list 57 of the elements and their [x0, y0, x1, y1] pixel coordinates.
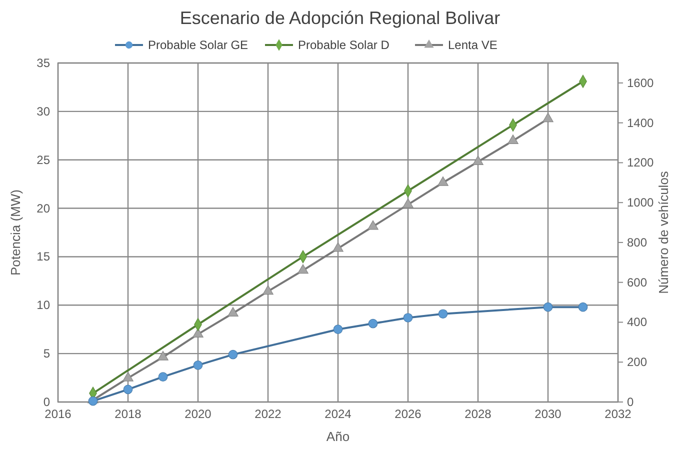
- y2-tick-label: 1600: [627, 76, 654, 90]
- point: [228, 307, 238, 317]
- point: [438, 176, 448, 186]
- x-tick-label: 2032: [604, 407, 632, 421]
- y-tick-label: 15: [36, 250, 50, 264]
- point: [472, 156, 484, 165]
- point: [543, 302, 553, 312]
- y2-tick-label: 1400: [627, 116, 654, 130]
- y-tick-label: 10: [36, 298, 50, 312]
- point: [578, 302, 588, 312]
- x-tick-label: 2022: [254, 407, 282, 421]
- y2-tick-label: 200: [627, 355, 648, 370]
- y2-tick-label: 1000: [627, 196, 654, 210]
- x-axis-title: Año: [326, 429, 350, 444]
- point: [438, 309, 448, 319]
- x-tick-label: 2016: [44, 407, 72, 421]
- x-tick-label: 2026: [394, 407, 422, 421]
- legend-label: Probable Solar GE: [148, 38, 248, 52]
- y2-tick-label: 800: [627, 235, 648, 250]
- point: [298, 264, 308, 274]
- x-tick-label: 2028: [464, 407, 492, 421]
- point: [88, 396, 98, 406]
- point: [122, 372, 134, 382]
- y2-tick-label: 1200: [627, 156, 654, 170]
- point: [193, 360, 203, 370]
- point: [228, 350, 238, 360]
- y-tick-label: 20: [36, 201, 50, 216]
- legend-label: Probable Solar D: [298, 38, 390, 52]
- point: [508, 134, 518, 144]
- x-tick-label: 2020: [184, 407, 212, 421]
- point: [368, 220, 378, 230]
- y-tick-label: 30: [36, 104, 50, 118]
- point: [158, 372, 168, 382]
- y2-tick-label: 600: [627, 275, 648, 290]
- point: [158, 350, 168, 360]
- point: [542, 112, 554, 122]
- point: [333, 324, 343, 334]
- y-axis-title: Potencia (MW): [8, 190, 23, 276]
- point: [403, 313, 413, 322]
- y-tick-label: 0: [43, 395, 50, 409]
- chart-title: Escenario de Adopción Regional Bolivar: [180, 8, 500, 28]
- point: [402, 198, 414, 208]
- y-tick-label: 35: [36, 56, 50, 70]
- x-tick-label: 2024: [324, 407, 352, 421]
- y-tick-label: 5: [43, 346, 50, 361]
- point: [332, 242, 344, 252]
- legend-label: Lenta VE: [448, 38, 498, 52]
- point: [262, 285, 274, 295]
- x-tick-label: 2030: [534, 407, 562, 421]
- point: [192, 328, 204, 338]
- y-tick-label: 25: [36, 152, 50, 167]
- point: [368, 318, 378, 328]
- y2-axis-title: Número de vehículos: [656, 170, 671, 294]
- point: [123, 384, 133, 394]
- y2-tick-label: 400: [627, 315, 648, 330]
- y2-tick-label: 0: [627, 395, 634, 409]
- x-tick-label: 2018: [114, 407, 142, 421]
